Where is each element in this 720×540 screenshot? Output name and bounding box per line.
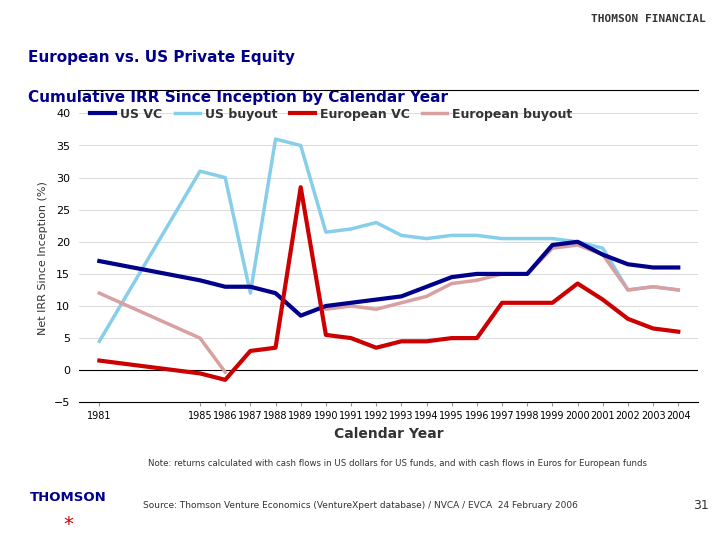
- X-axis label: Calendar Year: Calendar Year: [334, 427, 444, 441]
- Text: THOMSON: THOMSON: [30, 491, 107, 504]
- Text: *: *: [63, 515, 73, 534]
- Text: Cumulative IRR Since Inception by Calendar Year: Cumulative IRR Since Inception by Calend…: [28, 90, 449, 105]
- Text: European vs. US Private Equity: European vs. US Private Equity: [28, 50, 295, 65]
- Text: Note: returns calculated with cash flows in US dollars for US funds, and with ca: Note: returns calculated with cash flows…: [148, 459, 647, 468]
- Text: Source: Thomson Venture Economics (VentureXpert database) / NVCA / EVCA  24 Febr: Source: Thomson Venture Economics (Ventu…: [143, 501, 577, 510]
- Y-axis label: Net IRR Since Inception (%): Net IRR Since Inception (%): [38, 181, 48, 335]
- Text: 31: 31: [693, 500, 708, 512]
- Text: THOMSON FINANCIAL: THOMSON FINANCIAL: [591, 14, 706, 24]
- Legend: US VC, US buyout, European VC, European buyout: US VC, US buyout, European VC, European …: [86, 103, 577, 125]
